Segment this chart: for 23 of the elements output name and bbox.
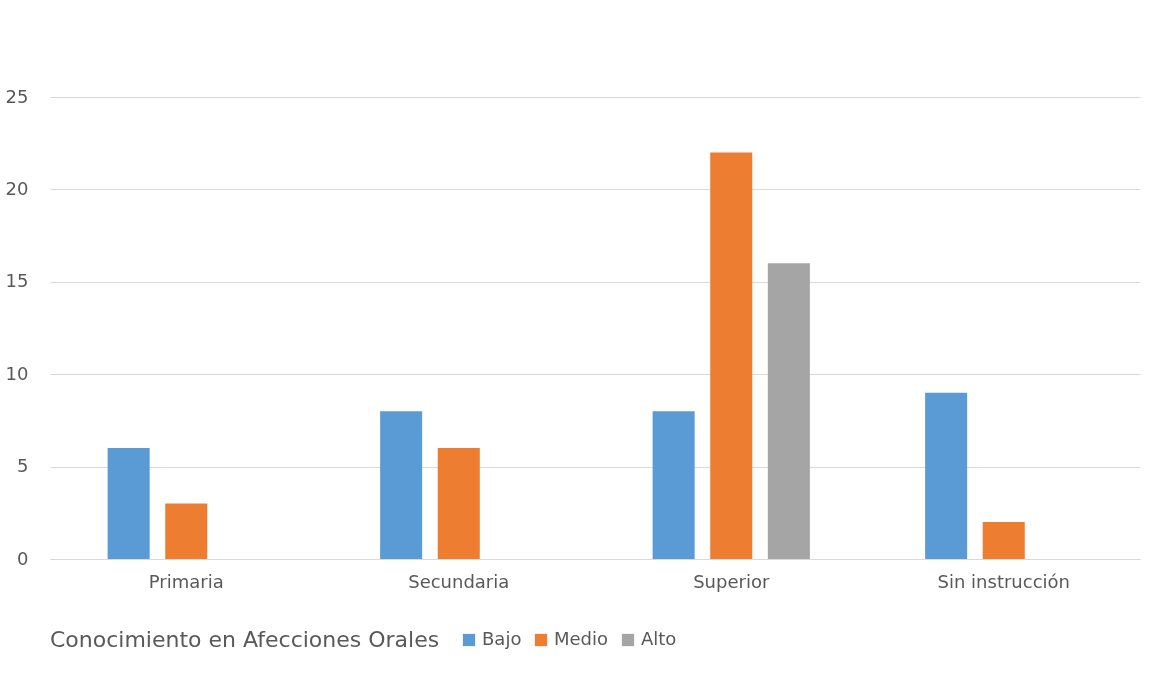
x-tick-label: Secundaria	[408, 570, 510, 592]
bar	[767, 263, 810, 559]
y-tick-label: 25	[5, 85, 29, 107]
bar	[380, 411, 423, 559]
bar	[710, 152, 753, 559]
bar	[107, 448, 150, 559]
y-tick-label: 15	[5, 270, 29, 292]
legend-label: Bajo	[482, 628, 522, 649]
bar	[165, 503, 208, 559]
bar	[925, 392, 968, 559]
y-tick-label: 5	[17, 455, 29, 477]
x-tick-label: Superior	[693, 570, 770, 592]
bar	[982, 522, 1025, 559]
legend-label: Alto	[641, 628, 677, 649]
x-tick-label: Primaria	[148, 570, 224, 592]
legend-label: Medio	[554, 628, 609, 649]
legend-title: Conocimiento en Afecciones Orales	[50, 627, 440, 652]
y-tick-label: 10	[5, 362, 29, 384]
bar	[652, 411, 695, 559]
bar	[437, 448, 480, 559]
y-tick-label: 0	[17, 547, 29, 569]
x-tick-label: Sin instrucción	[937, 570, 1070, 592]
y-tick-label: 20	[5, 177, 29, 199]
